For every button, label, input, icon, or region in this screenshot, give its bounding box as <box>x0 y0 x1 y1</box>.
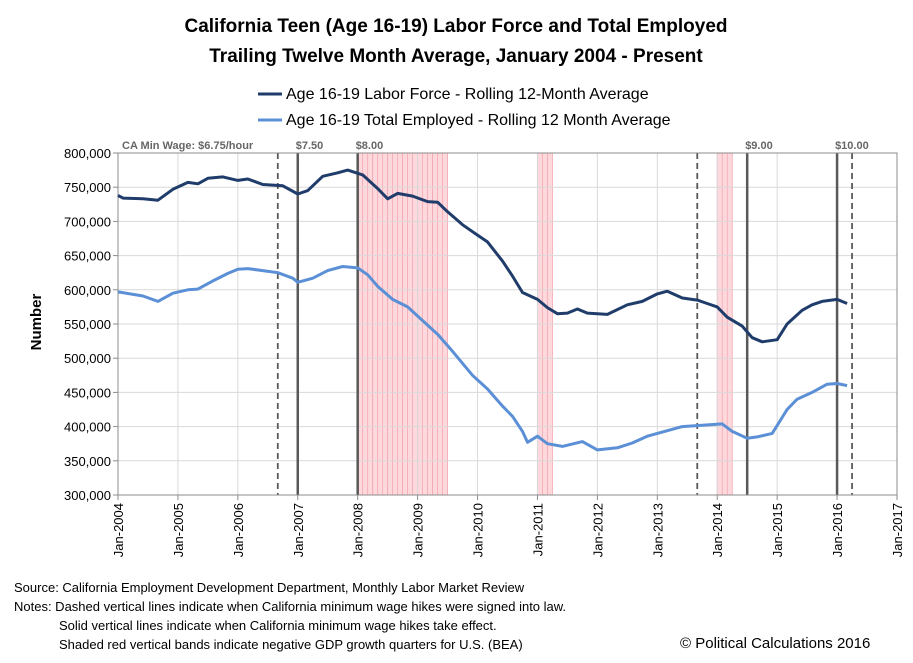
y-tick-label: 550,000 <box>64 317 111 332</box>
x-tick-label: Jan-2007 <box>291 503 306 557</box>
series-line-total-employed <box>117 265 848 452</box>
x-tick-label: Jan-2017 <box>890 503 905 557</box>
x-tick-label: Jan-2006 <box>231 503 246 557</box>
x-tick-label: Jan-2005 <box>171 503 186 557</box>
x-tick-label: Jan-2008 <box>351 503 366 557</box>
note-shaded: Shaded red vertical bands indicate negat… <box>59 637 523 652</box>
y-tick-label: 500,000 <box>64 351 111 366</box>
x-tick-label: Jan-2012 <box>590 503 605 557</box>
legend-label-total-employed: Age 16-19 Total Employed - Rolling 12 Mo… <box>286 112 671 129</box>
x-tick-label: Jan-2013 <box>650 503 665 557</box>
y-axis-ticks: 300,000 350,000 400,000 450,000 500,000 550,0… <box>64 146 118 503</box>
chart-footer: Source: California Employment Developmen… <box>14 578 566 654</box>
min-wage-label: CA Min Wage: $6.75/hour <box>122 140 254 152</box>
series-line-labor-force <box>117 168 848 344</box>
note-dashed: Notes: Dashed vertical lines indicate wh… <box>14 599 567 614</box>
x-tick-label: Jan-2014 <box>710 503 725 557</box>
min-wage-label: $9.00 <box>745 140 773 152</box>
x-axis-ticks: Jan-2004 Jan-2005 Jan-2006 Jan-2007 Jan-2008… <box>111 495 905 557</box>
min-wage-label: $7.50 <box>296 140 324 152</box>
y-tick-label: 750,000 <box>64 180 111 195</box>
min-wage-lines: CA Min Wage: $6.75/hour $7.50 $8.00 $9.00 $1… <box>122 140 869 495</box>
y-tick-label: 650,000 <box>64 249 111 264</box>
y-tick-label: 800,000 <box>64 146 111 161</box>
x-tick-label: Jan-2016 <box>830 503 845 557</box>
y-axis-label: Number <box>28 294 45 351</box>
legend: Age 16-19 Labor Force - Rolling 12-Month… <box>258 86 671 129</box>
x-tick-label: Jan-2011 <box>530 503 545 556</box>
x-tick-label: Jan-2009 <box>411 503 426 557</box>
min-wage-label: $8.00 <box>356 140 384 152</box>
y-tick-label: 400,000 <box>64 420 111 435</box>
min-wage-label: $10.00 <box>835 140 869 152</box>
y-tick-label: 350,000 <box>64 454 111 469</box>
y-tick-label: 300,000 <box>64 488 111 503</box>
y-tick-label: 450,000 <box>64 385 111 400</box>
y-tick-label: 600,000 <box>64 283 111 298</box>
x-tick-label: Jan-2015 <box>770 503 785 557</box>
chart-subtitle: Trailing Twelve Month Average, January 2… <box>209 46 703 67</box>
y-tick-label: 700,000 <box>64 214 111 229</box>
source-note: Source: California Employment Developmen… <box>14 580 525 595</box>
gridlines <box>117 152 898 496</box>
legend-label-labor-force: Age 16-19 Labor Force - Rolling 12-Month… <box>286 86 649 103</box>
chart-title: California Teen (Age 16-19) Labor Force … <box>184 16 727 37</box>
x-tick-label: Jan-2004 <box>111 503 126 557</box>
x-tick-label: Jan-2010 <box>471 503 486 557</box>
note-solid: Solid vertical lines indicate when Calif… <box>59 618 497 633</box>
series-lines <box>117 168 848 452</box>
copyright: © Political Calculations 2016 <box>680 635 871 652</box>
